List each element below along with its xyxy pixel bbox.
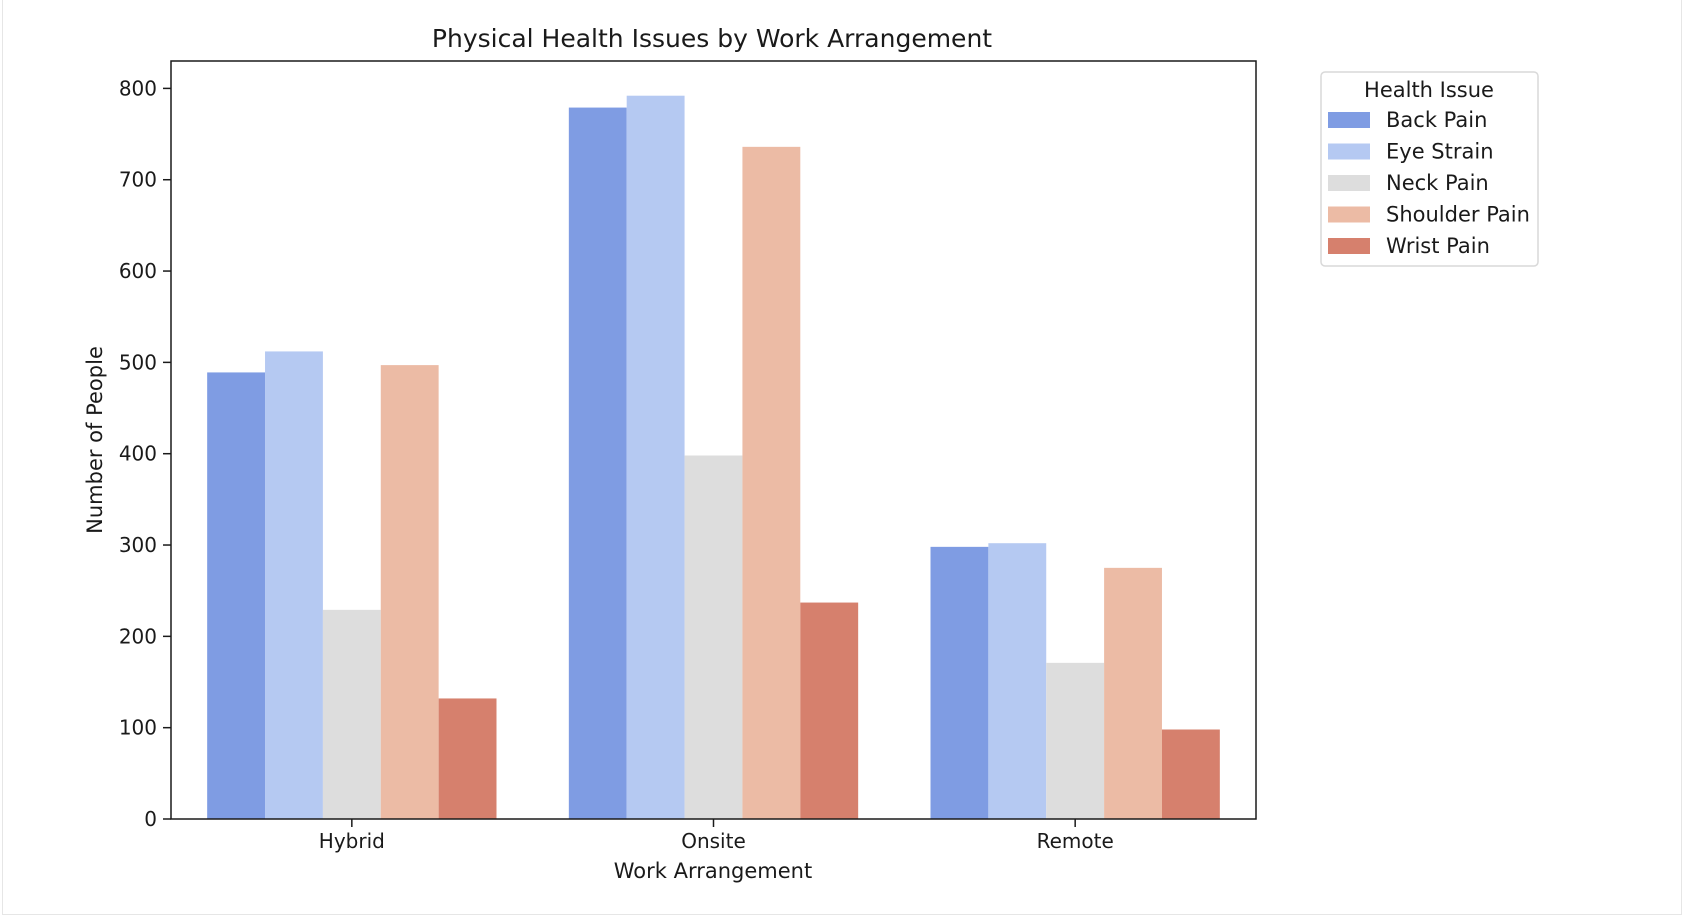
y-tick-label: 600 bbox=[119, 259, 157, 283]
x-tick-label: Hybrid bbox=[319, 829, 385, 853]
bar-hybrid-wrist-pain bbox=[438, 698, 497, 819]
bar-hybrid-back-pain bbox=[207, 372, 266, 819]
legend-swatch bbox=[1328, 112, 1370, 128]
y-tick-label: 0 bbox=[144, 807, 157, 831]
y-tick-label: 400 bbox=[119, 442, 157, 466]
legend-label: Neck Pain bbox=[1386, 171, 1489, 195]
legend-swatch bbox=[1328, 206, 1370, 223]
bar-hybrid-shoulder-pain bbox=[380, 365, 439, 819]
bar-hybrid-eye-strain bbox=[265, 351, 323, 819]
bar-remote-wrist-pain bbox=[1161, 729, 1220, 819]
y-axis: 0 100 200 300 400 500 600 700 800 bbox=[119, 76, 171, 831]
bar-onsite-back-pain bbox=[568, 107, 627, 819]
legend-items: Back Pain Eye Strain Neck Pain Shoulder Pai… bbox=[1328, 108, 1530, 258]
bar-remote-shoulder-pain bbox=[1104, 567, 1162, 819]
x-tick-label: Remote bbox=[1037, 829, 1114, 853]
legend-swatch bbox=[1328, 143, 1370, 160]
legend-label: Shoulder Pain bbox=[1386, 203, 1530, 227]
y-tick-label: 200 bbox=[119, 624, 157, 648]
legend: Health Issue Back Pain Eye Strain Neck Pai… bbox=[1320, 71, 1539, 267]
x-axis-label: Work Arrangement bbox=[614, 859, 812, 883]
y-tick-label: 800 bbox=[119, 76, 157, 100]
bar-onsite-shoulder-pain bbox=[742, 146, 801, 820]
x-tick-label: Onsite bbox=[681, 829, 746, 853]
bar-onsite-neck-pain bbox=[684, 455, 743, 819]
bars-group bbox=[207, 95, 1220, 820]
legend-swatch bbox=[1328, 175, 1370, 191]
legend-label: Back Pain bbox=[1386, 108, 1487, 132]
y-tick-label: 700 bbox=[119, 168, 157, 192]
legend-title: Health Issue bbox=[1364, 78, 1494, 102]
bar-onsite-wrist-pain bbox=[800, 602, 859, 819]
legend-swatch bbox=[1328, 238, 1370, 254]
y-tick-label: 500 bbox=[119, 350, 157, 374]
y-tick-label: 100 bbox=[119, 716, 157, 740]
bar-hybrid-neck-pain bbox=[322, 609, 381, 819]
bar-onsite-eye-strain bbox=[626, 95, 685, 819]
legend-label: Wrist Pain bbox=[1386, 234, 1490, 258]
y-tick-label: 300 bbox=[119, 533, 157, 557]
bar-remote-back-pain bbox=[930, 546, 989, 819]
y-axis-label: Number of People bbox=[83, 346, 107, 534]
legend-box bbox=[1320, 71, 1539, 267]
legend-label: Eye Strain bbox=[1386, 140, 1494, 164]
bar-remote-neck-pain bbox=[1046, 662, 1105, 819]
bar-remote-eye-strain bbox=[988, 543, 1047, 819]
x-axis: Hybrid Onsite Remote bbox=[319, 819, 1114, 853]
chart-title: Physical Health Issues by Work Arrangeme… bbox=[432, 24, 992, 53]
